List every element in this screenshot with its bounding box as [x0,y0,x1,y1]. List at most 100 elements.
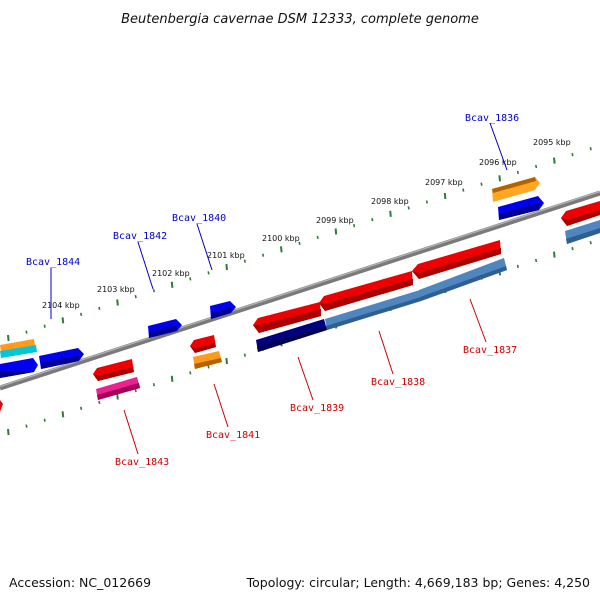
major-tick [61,317,65,324]
major-tick [170,375,174,382]
leader-line [123,409,139,455]
major-tick [498,175,501,182]
gene-arrow-shade [149,325,177,338]
kbp-label: 2100 kbp [262,234,300,243]
major-tick [389,210,392,217]
outer-tick-track [7,147,592,342]
major-tick [116,393,119,400]
minor-tick [152,289,155,293]
gene-arrow[interactable] [0,339,35,352]
gene-arrow-shade [412,248,501,279]
gene-arrow-shade [97,383,140,400]
minor-tick [134,294,137,299]
gene-arrow-shade [194,358,222,369]
gene-arrow[interactable] [0,400,3,412]
reverse-gene-labels: Bcav_1837 Bcav_1838 Bcav_1839 Bcav_1841 … [115,298,517,468]
gene-arrow[interactable] [492,177,540,202]
minor-tick [571,246,574,251]
minor-tick [462,188,465,192]
minor-tick [80,312,83,316]
minor-tick [243,259,246,263]
minor-tick [589,241,592,245]
minor-tick [43,324,46,328]
minor-tick [98,400,101,405]
major-tick [225,263,228,271]
gene-arrow[interactable] [0,345,37,358]
minor-tick [189,371,192,375]
major-tick [61,411,65,418]
minor-tick [243,353,246,357]
kbp-label: 2102 kbp [152,269,190,278]
minor-tick [371,218,374,222]
gene-label-bcav-1840[interactable]: Bcav_1840 [172,213,226,224]
leader-line [297,356,314,401]
minor-tick [425,200,428,204]
leader-line [489,122,508,171]
gene-label-bcav-1836[interactable]: Bcav_1836 [465,113,519,124]
gene-arrow-shade [253,309,321,333]
kbp-label: 2101 kbp [207,251,245,260]
minor-tick [98,306,101,311]
gene-label-bcav-1839[interactable]: Bcav_1839 [290,403,344,414]
kbp-label: 2103 kbp [97,285,135,294]
major-tick [170,281,174,288]
accession-text: Accession: NC_012669 [9,575,151,590]
gene-arrow-shade [257,326,327,352]
major-tick [7,428,10,436]
gene-label-bcav-1843[interactable]: Bcav_1843 [115,457,169,468]
minor-tick [516,264,519,269]
forward-gene-labels: Bcav_1836 Bcav_1840 Bcav_1842 Bcav_1844 [26,113,519,319]
major-tick [334,228,338,235]
kbp-label: 2096 kbp [479,158,517,167]
genome-backbone [0,190,600,391]
kbp-labels: 2095 kbp 2096 kbp 2097 kbp 2098 kbp 2099… [42,138,571,310]
minor-tick [262,253,265,257]
minor-tick [480,182,483,186]
kbp-label: 2098 kbp [371,197,409,206]
major-tick [443,192,447,200]
map-title: Beutenbergia cavernae DSM 12333, complet… [121,12,479,27]
minor-tick [152,383,155,387]
kbp-label: 2104 kbp [42,301,80,310]
leader-line [213,383,229,428]
reverse-strand-genes [0,201,600,412]
minor-tick [571,152,574,157]
gene-label-bcav-1842[interactable]: Bcav_1842 [113,231,167,242]
minor-tick [298,241,301,246]
forward-strand-genes [0,177,544,378]
kbp-label: 2095 kbp [533,138,571,147]
kbp-label: 2097 kbp [425,178,463,187]
minor-tick [189,277,192,281]
minor-tick [134,388,137,393]
minor-tick [25,330,28,334]
gene-arrow-shade [420,266,507,301]
leader-line [196,223,213,271]
minor-tick [353,223,356,228]
gene-arrow-shade [561,210,600,226]
minor-tick [535,164,538,169]
minor-tick [80,406,83,410]
minor-tick [207,271,210,275]
major-tick [553,157,556,164]
minor-tick [516,170,519,175]
leader-line [378,330,394,375]
gene-label-bcav-1841[interactable]: Bcav_1841 [206,430,260,441]
kbp-label: 2099 kbp [316,216,354,225]
leader-line [137,241,154,290]
major-tick [7,334,10,342]
gene-arrow-shade [190,343,216,353]
gene-arrow-shade [326,297,421,330]
minor-tick [535,258,538,263]
gene-label-bcav-1838[interactable]: Bcav_1838 [371,377,425,388]
major-tick [116,299,119,306]
gene-arrow-shade [499,203,539,220]
minor-tick [589,147,592,151]
minor-tick [316,235,319,240]
major-tick [280,246,283,253]
gene-arrow-shade [93,367,134,381]
gene-label-bcav-1844[interactable]: Bcav_1844 [26,257,80,268]
minor-tick [25,424,28,428]
gene-arrow-shade [41,355,79,369]
gene-label-bcav-1837[interactable]: Bcav_1837 [463,345,517,356]
